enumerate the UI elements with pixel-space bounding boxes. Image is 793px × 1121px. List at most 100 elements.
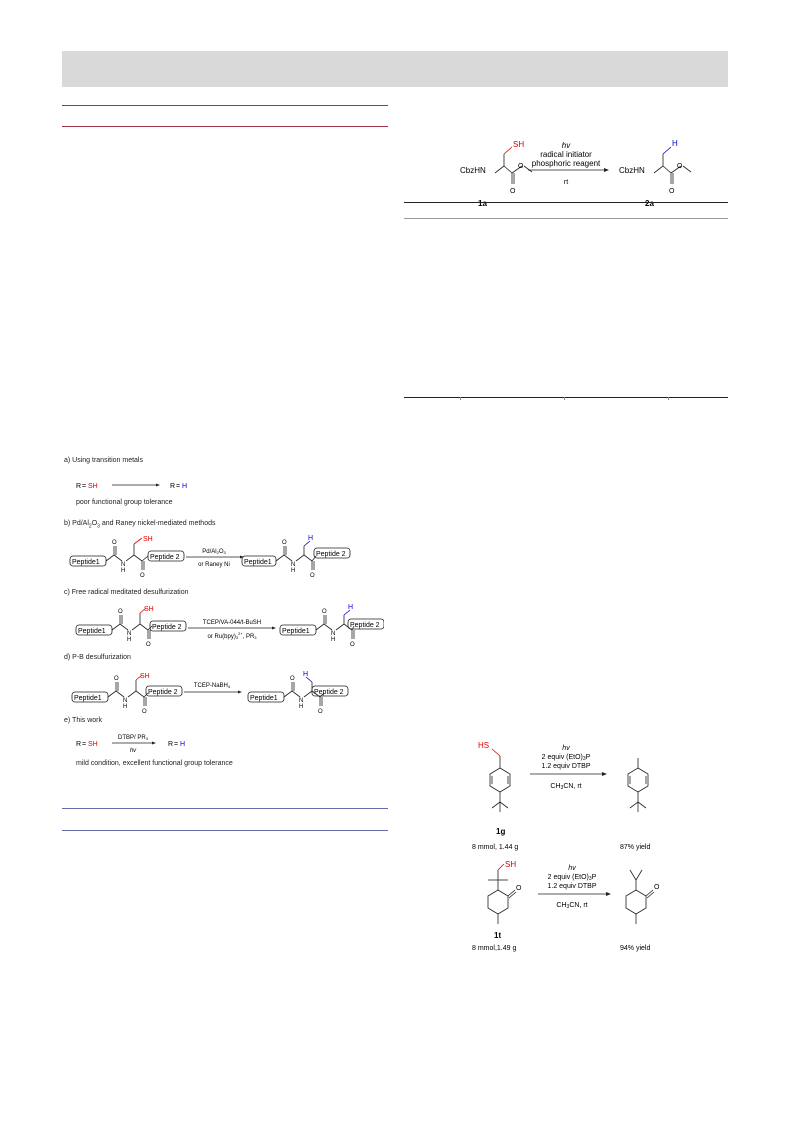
panel-a-title: a) Using transition metals: [64, 457, 143, 464]
scheme-scale-up: HS 1g 8 mmol, 1.44 g hv 2 equiv (EtO)3P …: [472, 741, 660, 952]
rxn2-reactant-o: O: [516, 885, 522, 892]
rxn2-reactant-sh: SH: [505, 860, 516, 869]
reactant-o-label: O: [510, 188, 516, 195]
svg-text:Peptide 2: Peptide 2: [150, 554, 180, 561]
svg-text:H: H: [123, 704, 127, 710]
panel-c-product: Peptide1 Peptide 2 O N H O H: [279, 604, 384, 648]
panel-d-product: Peptide1 Peptide 2 O N H O H: [247, 671, 349, 715]
svg-text:N: N: [127, 631, 131, 637]
panel-a-reactant-sh: SH: [88, 483, 98, 490]
section-rule-bottom: [62, 808, 388, 809]
table-tick-3: [668, 397, 669, 400]
svg-text:H: H: [127, 637, 131, 643]
table-rule-header: [404, 218, 728, 219]
condition-initiator: radical initiator: [540, 150, 592, 159]
table-rule-bottom: [404, 397, 728, 398]
svg-text:Peptide1: Peptide1: [282, 628, 310, 635]
section-rule-bottom-2: [62, 830, 388, 831]
product-ester-o-label: O: [677, 163, 683, 170]
svg-text:O: O: [322, 609, 327, 615]
condition-reagent: phosphoric reagent: [532, 159, 601, 168]
reaction-arrowhead: [604, 168, 609, 172]
panel-e-product-h: H: [180, 741, 185, 748]
table-tick-1: [460, 397, 461, 400]
rxn1-reactant-structure: [489, 748, 511, 812]
panel-d-reactant: Peptide1 Peptide 2 O N H O SH: [71, 673, 183, 715]
svg-text:N: N: [291, 562, 295, 568]
rxn1-condition-phosphite: 2 equiv (EtO)3P: [542, 754, 591, 762]
panel-c-scheme: Peptide1 Peptide 2 O N H O SH TCEP/VA-04…: [75, 604, 384, 648]
panel-a-note: poor functional group tolerance: [76, 499, 173, 506]
svg-text:H: H: [291, 568, 295, 574]
panel-e-reagent-top: DTBP/ PR3: [118, 735, 149, 741]
panel-a-reactant-r: R: [76, 483, 81, 490]
rxn2-condition-dtbp: 1.2 equiv DTBP: [547, 883, 596, 890]
panel-b-reagent-top: Pd/Al2O3: [202, 549, 226, 555]
panel-b-product: Peptide1 Peptide 2 O N H O H: [241, 535, 351, 579]
svg-text:=: =: [82, 741, 86, 748]
panel-e-scheme: R = SH DTBP/ PR3 hv R = H: [76, 735, 185, 754]
reactant-label: 1a: [478, 199, 487, 208]
rxn1-reactant-label: 1g: [496, 827, 505, 836]
table-rule-top: [404, 202, 728, 203]
panel-e-product-r: R: [168, 741, 173, 748]
rxn2-reactant-label: 1t: [494, 931, 501, 940]
svg-text:Peptide 2: Peptide 2: [350, 622, 380, 629]
svg-text:=: =: [82, 483, 86, 490]
rxn2-condition-solvent: CH3CN, rt: [556, 902, 587, 910]
rxn1-condition-solvent: CH3CN, rt: [550, 783, 581, 791]
panel-a-scheme: R = SH R = H: [76, 483, 187, 490]
product-h-label: H: [672, 139, 678, 148]
svg-text:SH: SH: [144, 606, 154, 613]
svg-text:Peptide1: Peptide1: [74, 695, 102, 702]
svg-text:Peptide1: Peptide1: [244, 559, 272, 566]
rxn1-yield: 87% yield: [620, 844, 650, 851]
svg-text:H: H: [308, 535, 313, 542]
product-label: 2a: [645, 199, 654, 208]
svg-text:O: O: [112, 540, 117, 546]
rxn2-reactant-scale: 8 mmol,1.49 g: [472, 945, 516, 952]
condition-hv: hv: [562, 141, 571, 150]
panel-e-note: mild condition, excellent functional gro…: [76, 760, 233, 767]
panel-a-product-r: R: [170, 483, 175, 490]
panel-e-reagent-bottom: hv: [130, 748, 137, 754]
panel-b-reactant: Peptide1 Peptide 2 O N H O SH: [69, 536, 185, 579]
rxn2-condition-hv: hv: [568, 865, 576, 872]
svg-text:O: O: [114, 676, 119, 682]
svg-text:O: O: [140, 573, 145, 579]
svg-text:Peptide 2: Peptide 2: [148, 689, 178, 696]
rxn2-product-structure: [625, 869, 655, 924]
svg-text:N: N: [123, 698, 127, 704]
svg-text:O: O: [282, 540, 287, 546]
panel-a-product-h: H: [182, 483, 187, 490]
panel-b-title: b) Pd/Al2O3 and Raney nickel-mediated me…: [64, 520, 216, 530]
svg-text:SH: SH: [140, 673, 150, 680]
reactant-sh-label: SH: [513, 140, 524, 149]
rxn2-reactant-structure: [487, 863, 517, 924]
svg-text:H: H: [299, 704, 303, 710]
panel-c-reagent-top: TCEP/VA-044/t-BuSH: [203, 620, 261, 626]
svg-text:O: O: [146, 642, 151, 648]
svg-text:N: N: [331, 631, 335, 637]
svg-text:=: =: [176, 483, 180, 490]
svg-text:H: H: [331, 637, 335, 643]
panel-b-reagent-bottom: or Raney Ni: [198, 562, 230, 568]
panel-d-title: d) P-B desulfurization: [64, 654, 131, 661]
svg-text:O: O: [350, 642, 355, 648]
panel-e-reactant-sh: SH: [88, 741, 98, 748]
rxn2-condition-phosphite: 2 equiv (EtO)3P: [548, 874, 597, 882]
svg-text:Peptide1: Peptide1: [78, 628, 106, 635]
svg-text:H: H: [121, 568, 125, 574]
product-2a-structure: [653, 146, 692, 184]
svg-text:Peptide 2: Peptide 2: [152, 624, 182, 631]
rxn1-condition-dtbp: 1.2 equiv DTBP: [541, 763, 590, 770]
reactant-group-label: CbzHN: [460, 166, 486, 175]
svg-text:Peptide1: Peptide1: [250, 695, 278, 702]
panel-c-reagent-bottom: or Ru(bpy)32+, PR3: [207, 631, 257, 640]
panel-e-reactant-r: R: [76, 741, 81, 748]
svg-text:=: =: [174, 741, 178, 748]
svg-text:O: O: [318, 709, 323, 715]
rxn1-reactant-hs: HS: [478, 741, 489, 750]
rxn1-product-structure: [627, 758, 649, 812]
svg-text:H: H: [303, 671, 308, 678]
